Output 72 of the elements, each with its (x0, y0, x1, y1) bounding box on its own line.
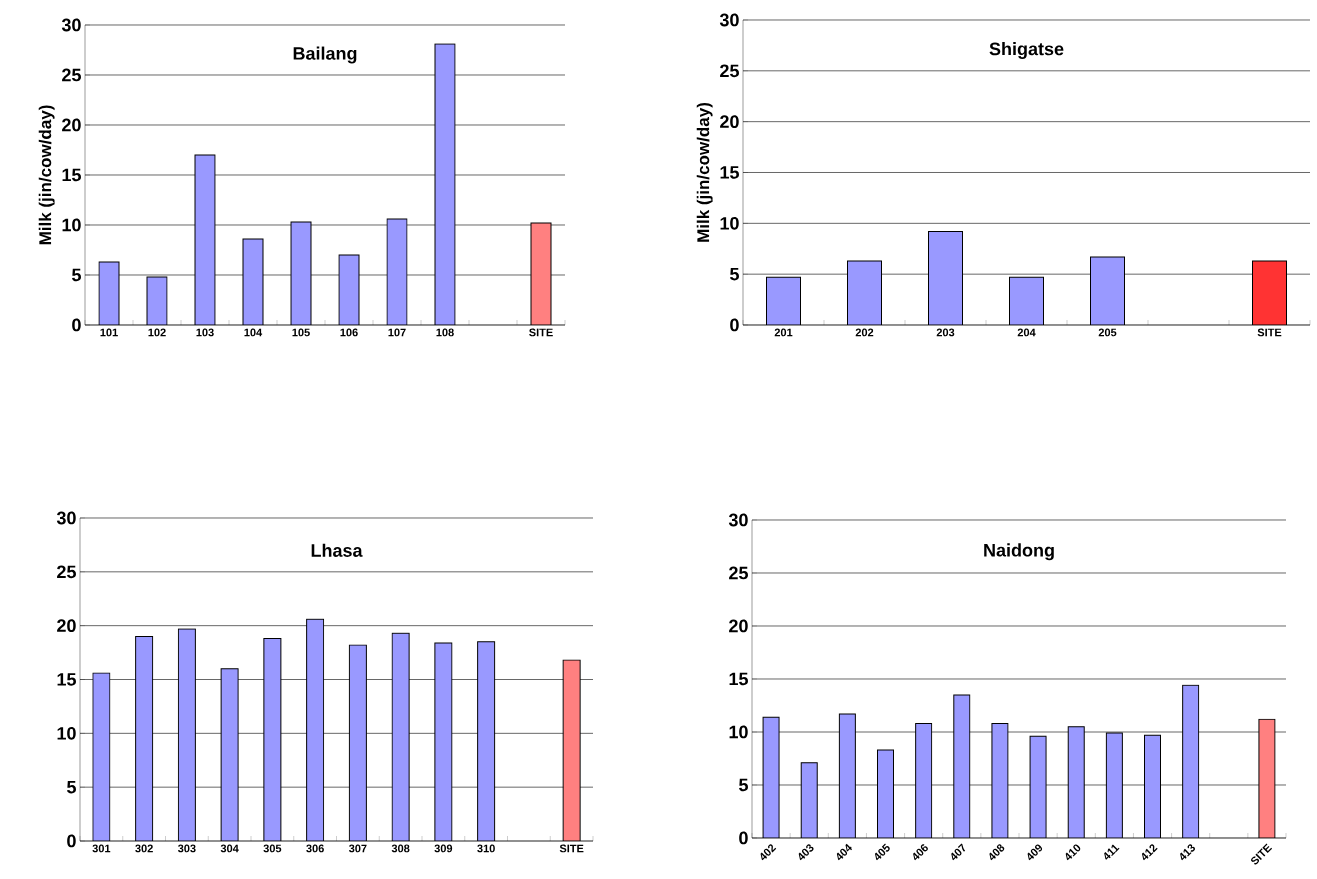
y-tick-label: 25 (62, 68, 81, 82)
x-tick-label: 411 (1104, 844, 1120, 860)
x-tick-label: 205 (1098, 328, 1117, 337)
y-tick-label: 20 (62, 118, 81, 132)
x-tick-label: 402 (760, 844, 777, 861)
x-tick-label: SITE (559, 844, 584, 853)
x-tick-label: 102 (148, 328, 166, 337)
x-tick-label: 410 (1065, 844, 1081, 861)
y-tick-label: 30 (728, 513, 748, 527)
x-tick-label: 201 (774, 328, 793, 337)
y-axis-title: Milk (jin/cow/day) (38, 105, 55, 245)
y-tick-label: 25 (57, 565, 76, 579)
y-tick-label: 10 (57, 726, 76, 740)
x-tick-label: 306 (306, 844, 324, 853)
y-tick-label: 25 (720, 64, 739, 78)
x-tick-label: 202 (855, 328, 874, 337)
x-tick-label: 407 (951, 843, 966, 861)
x-tick-label: 301 (92, 844, 111, 853)
x-tick-label: SITE (529, 328, 553, 337)
x-tick-label: 305 (263, 844, 282, 853)
x-tick-label: 203 (936, 328, 955, 337)
text: Bailang (293, 46, 357, 64)
x-tick-label: 107 (388, 328, 406, 337)
y-tick-label: 15 (57, 673, 76, 686)
y-tick-label: 5 (739, 778, 748, 792)
x-tick-label: 310 (477, 844, 495, 853)
x-tick-label: 105 (292, 328, 310, 337)
text: Lhasa (311, 543, 363, 557)
x-tick-label: 302 (135, 844, 153, 853)
y-tick-label: 10 (720, 216, 739, 230)
y-tick-label: 0 (739, 831, 748, 845)
y-tick-label: 5 (72, 268, 81, 282)
x-tick-label: 406 (913, 844, 928, 861)
x-tick-label: 104 (244, 328, 263, 337)
y-tick-label: 20 (729, 619, 748, 633)
y-tick-label: 30 (61, 18, 81, 32)
text: Naidong (984, 543, 1054, 561)
x-tick-label: 103 (196, 328, 214, 337)
x-tick-label: 204 (1017, 328, 1036, 337)
x-tick-label: 304 (220, 844, 239, 853)
x-tick-label: 412 (1141, 844, 1158, 861)
x-tick-label: 106 (340, 328, 358, 337)
x-tick-label: 303 (177, 844, 196, 853)
x-tick-label: SITE (1257, 328, 1282, 337)
y-tick-label: 30 (719, 13, 739, 27)
y-tick-label: 20 (720, 115, 739, 129)
x-tick-label: 413 (1180, 844, 1195, 861)
y-tick-label: 5 (730, 267, 739, 281)
y-tick-label: 15 (729, 672, 748, 686)
x-tick-label: 308 (391, 844, 410, 853)
x-tick-label: 108 (436, 328, 454, 337)
x-tick-label: 403 (798, 844, 814, 861)
y-tick-label: 15 (720, 166, 739, 179)
y-tick-label: 5 (67, 780, 76, 794)
y-axis-title: Milk (jin/cow/day) (696, 102, 713, 242)
y-tick-label: 10 (62, 218, 81, 232)
y-tick-label: 10 (729, 725, 748, 739)
y-tick-label: 0 (72, 318, 81, 332)
x-tick-label: 408 (989, 844, 1005, 861)
y-tick-label: 25 (729, 566, 748, 580)
y-tick-label: 20 (57, 619, 76, 633)
text: Shigatse (989, 42, 1064, 59)
x-tick-label: 307 (348, 844, 367, 853)
y-tick-label: 15 (62, 168, 81, 182)
y-tick-label: 30 (56, 511, 76, 525)
x-tick-label: 404 (836, 843, 853, 861)
x-tick-label: 101 (100, 328, 118, 337)
y-tick-label: 0 (67, 834, 76, 848)
x-tick-label: 409 (1027, 844, 1043, 861)
y-tick-label: 0 (730, 318, 739, 332)
x-tick-label: 405 (874, 843, 890, 861)
x-tick-label: 309 (434, 844, 453, 853)
